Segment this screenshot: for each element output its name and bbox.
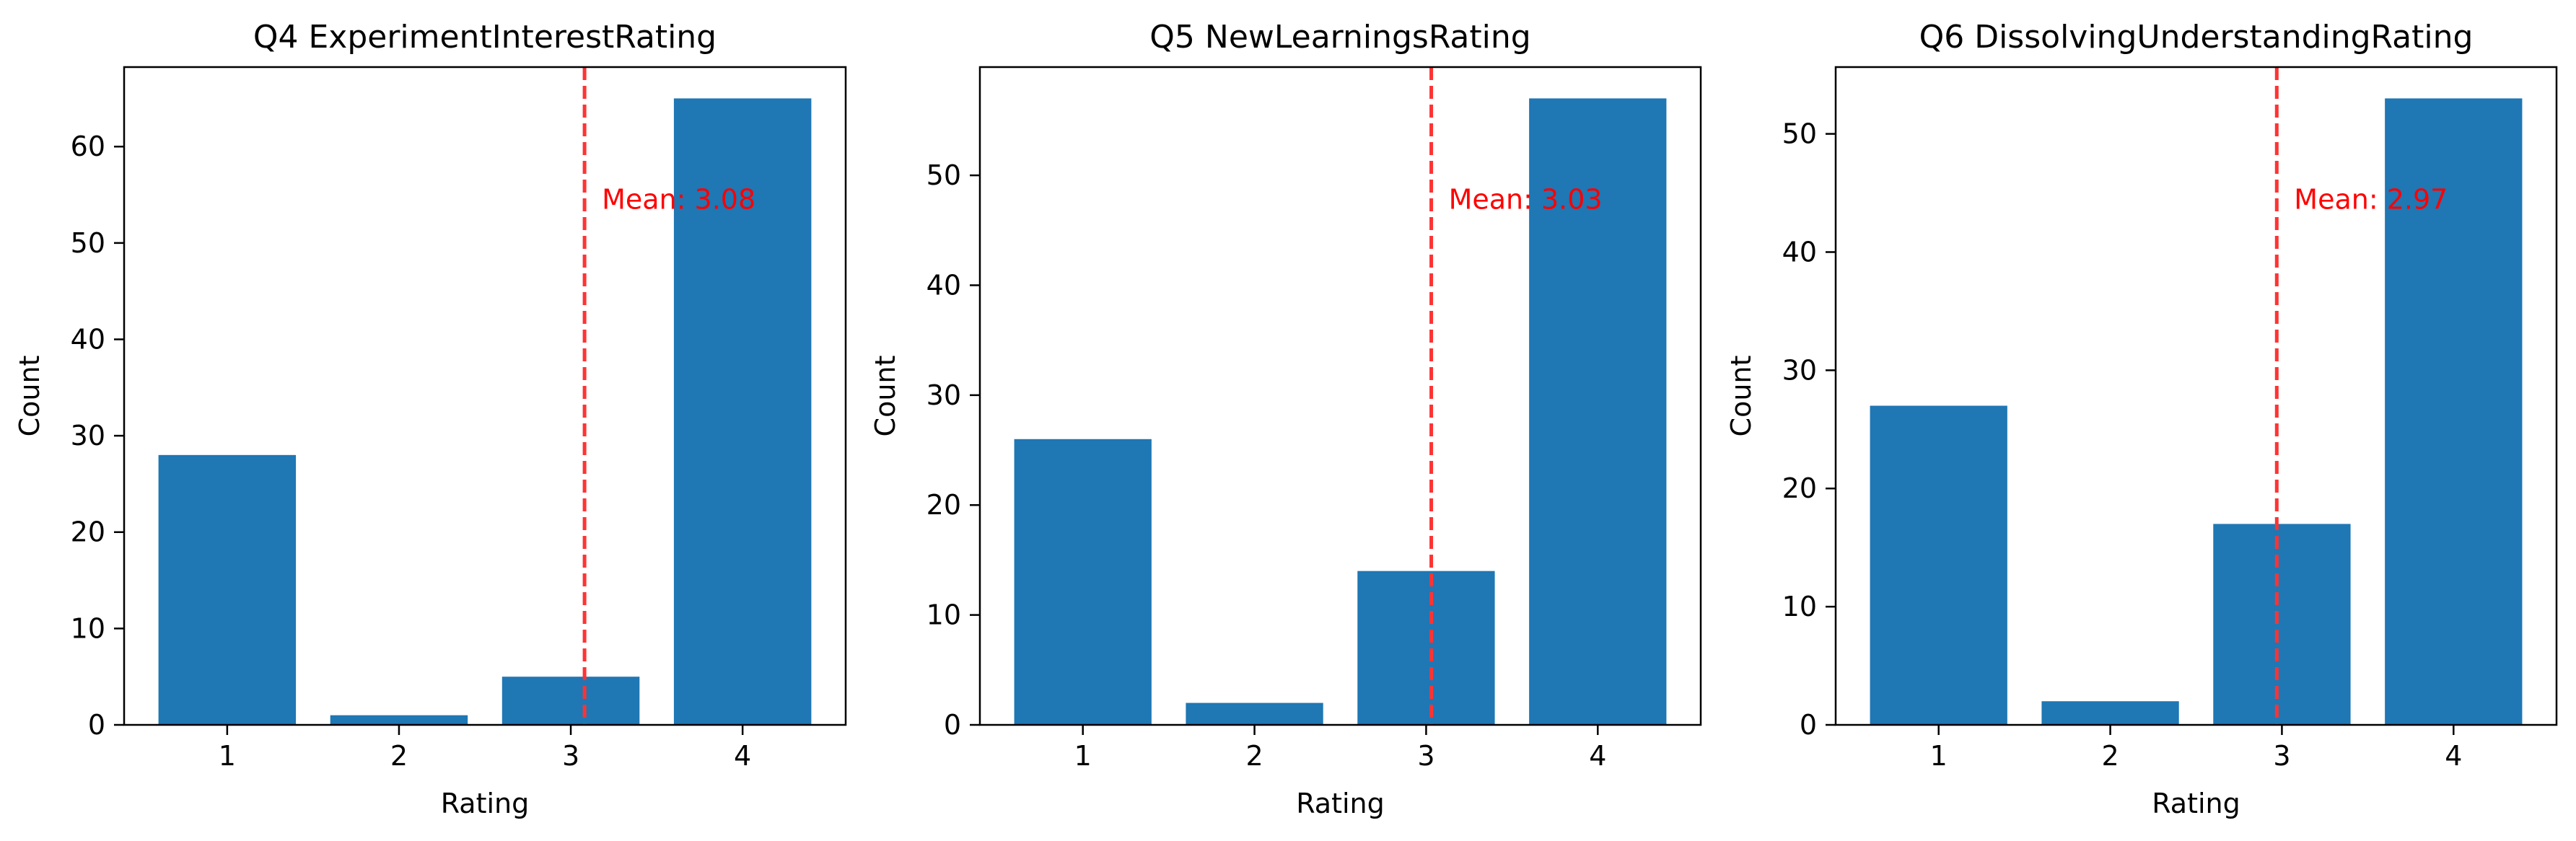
y-tick-label: 0 [944, 709, 961, 741]
y-tick-label: 30 [926, 379, 961, 411]
x-tick-label: 1 [1930, 740, 1948, 772]
plot-frame [123, 66, 847, 726]
x-axis-label: Rating [1296, 788, 1385, 819]
x-tick-label: 3 [1417, 740, 1434, 772]
y-tick-label: 10 [926, 599, 961, 631]
y-tick-label: 60 [71, 131, 105, 162]
y-tick-label: 20 [71, 516, 105, 548]
y-tick-label: 40 [926, 269, 961, 301]
y-tick-label: 40 [71, 323, 105, 355]
bar-3 [501, 677, 640, 725]
mean-label: Mean: 2.97 [2294, 183, 2448, 215]
y-tick-label: 50 [1782, 118, 1817, 150]
y-tick-label: 40 [1782, 236, 1817, 268]
plot-frame [1834, 66, 2558, 726]
x-tick-label: 3 [2273, 740, 2290, 772]
bar-1 [1870, 405, 2007, 725]
y-tick-label: 50 [926, 159, 961, 191]
x-tick-label: 4 [2445, 740, 2462, 772]
bar-2 [1186, 703, 1323, 725]
x-axis-label: Rating [2152, 788, 2240, 819]
x-tick-label: 1 [219, 740, 236, 772]
y-tick-label: 30 [71, 420, 105, 452]
bar-4 [673, 98, 812, 725]
x-tick-label: 4 [734, 740, 751, 772]
mean-label: Mean: 3.08 [602, 183, 755, 215]
chart-title: Q5 NewLearningsRating [1149, 19, 1530, 56]
chart-title: Q4 ExperimentInterestRating [253, 19, 717, 56]
bar-4 [1529, 98, 1667, 725]
y-tick-label: 0 [1800, 709, 1817, 741]
y-tick-label: 10 [71, 612, 105, 644]
x-tick-label: 2 [2101, 740, 2119, 772]
x-tick-label: 1 [1074, 740, 1092, 772]
y-tick-label: 30 [1782, 354, 1817, 386]
y-tick-label: 20 [1782, 472, 1817, 504]
x-tick-label: 3 [562, 740, 579, 772]
chart-title: Q6 DissolvingUnderstandingRating [1919, 19, 2474, 56]
y-tick-label: 50 [71, 227, 105, 259]
x-axis-label: Rating [441, 788, 530, 819]
y-axis-label: Count [1725, 356, 1757, 437]
bar-2 [2041, 701, 2179, 725]
x-tick-label: 2 [390, 740, 408, 772]
bar-1 [1014, 439, 1152, 725]
bar-4 [2385, 98, 2523, 725]
x-tick-label: 4 [1589, 740, 1606, 772]
bar-3 [2213, 524, 2351, 725]
mean-label: Mean: 3.03 [1449, 183, 1603, 215]
y-tick-label: 0 [88, 709, 105, 741]
bar-2 [330, 715, 468, 725]
bar-1 [158, 454, 297, 725]
y-tick-label: 20 [926, 489, 961, 521]
y-axis-label: Count [14, 356, 45, 437]
y-axis-label: Count [869, 356, 901, 437]
y-tick-label: 10 [1782, 591, 1817, 622]
x-tick-label: 2 [1245, 740, 1263, 772]
bar-3 [1357, 571, 1495, 725]
